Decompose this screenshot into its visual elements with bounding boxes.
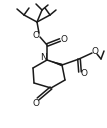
Polygon shape — [47, 60, 62, 66]
Text: O: O — [33, 99, 39, 109]
Text: O: O — [91, 46, 99, 56]
Text: O: O — [60, 35, 68, 44]
Text: O: O — [80, 68, 88, 77]
Text: N: N — [41, 54, 47, 62]
Text: O: O — [33, 30, 39, 40]
